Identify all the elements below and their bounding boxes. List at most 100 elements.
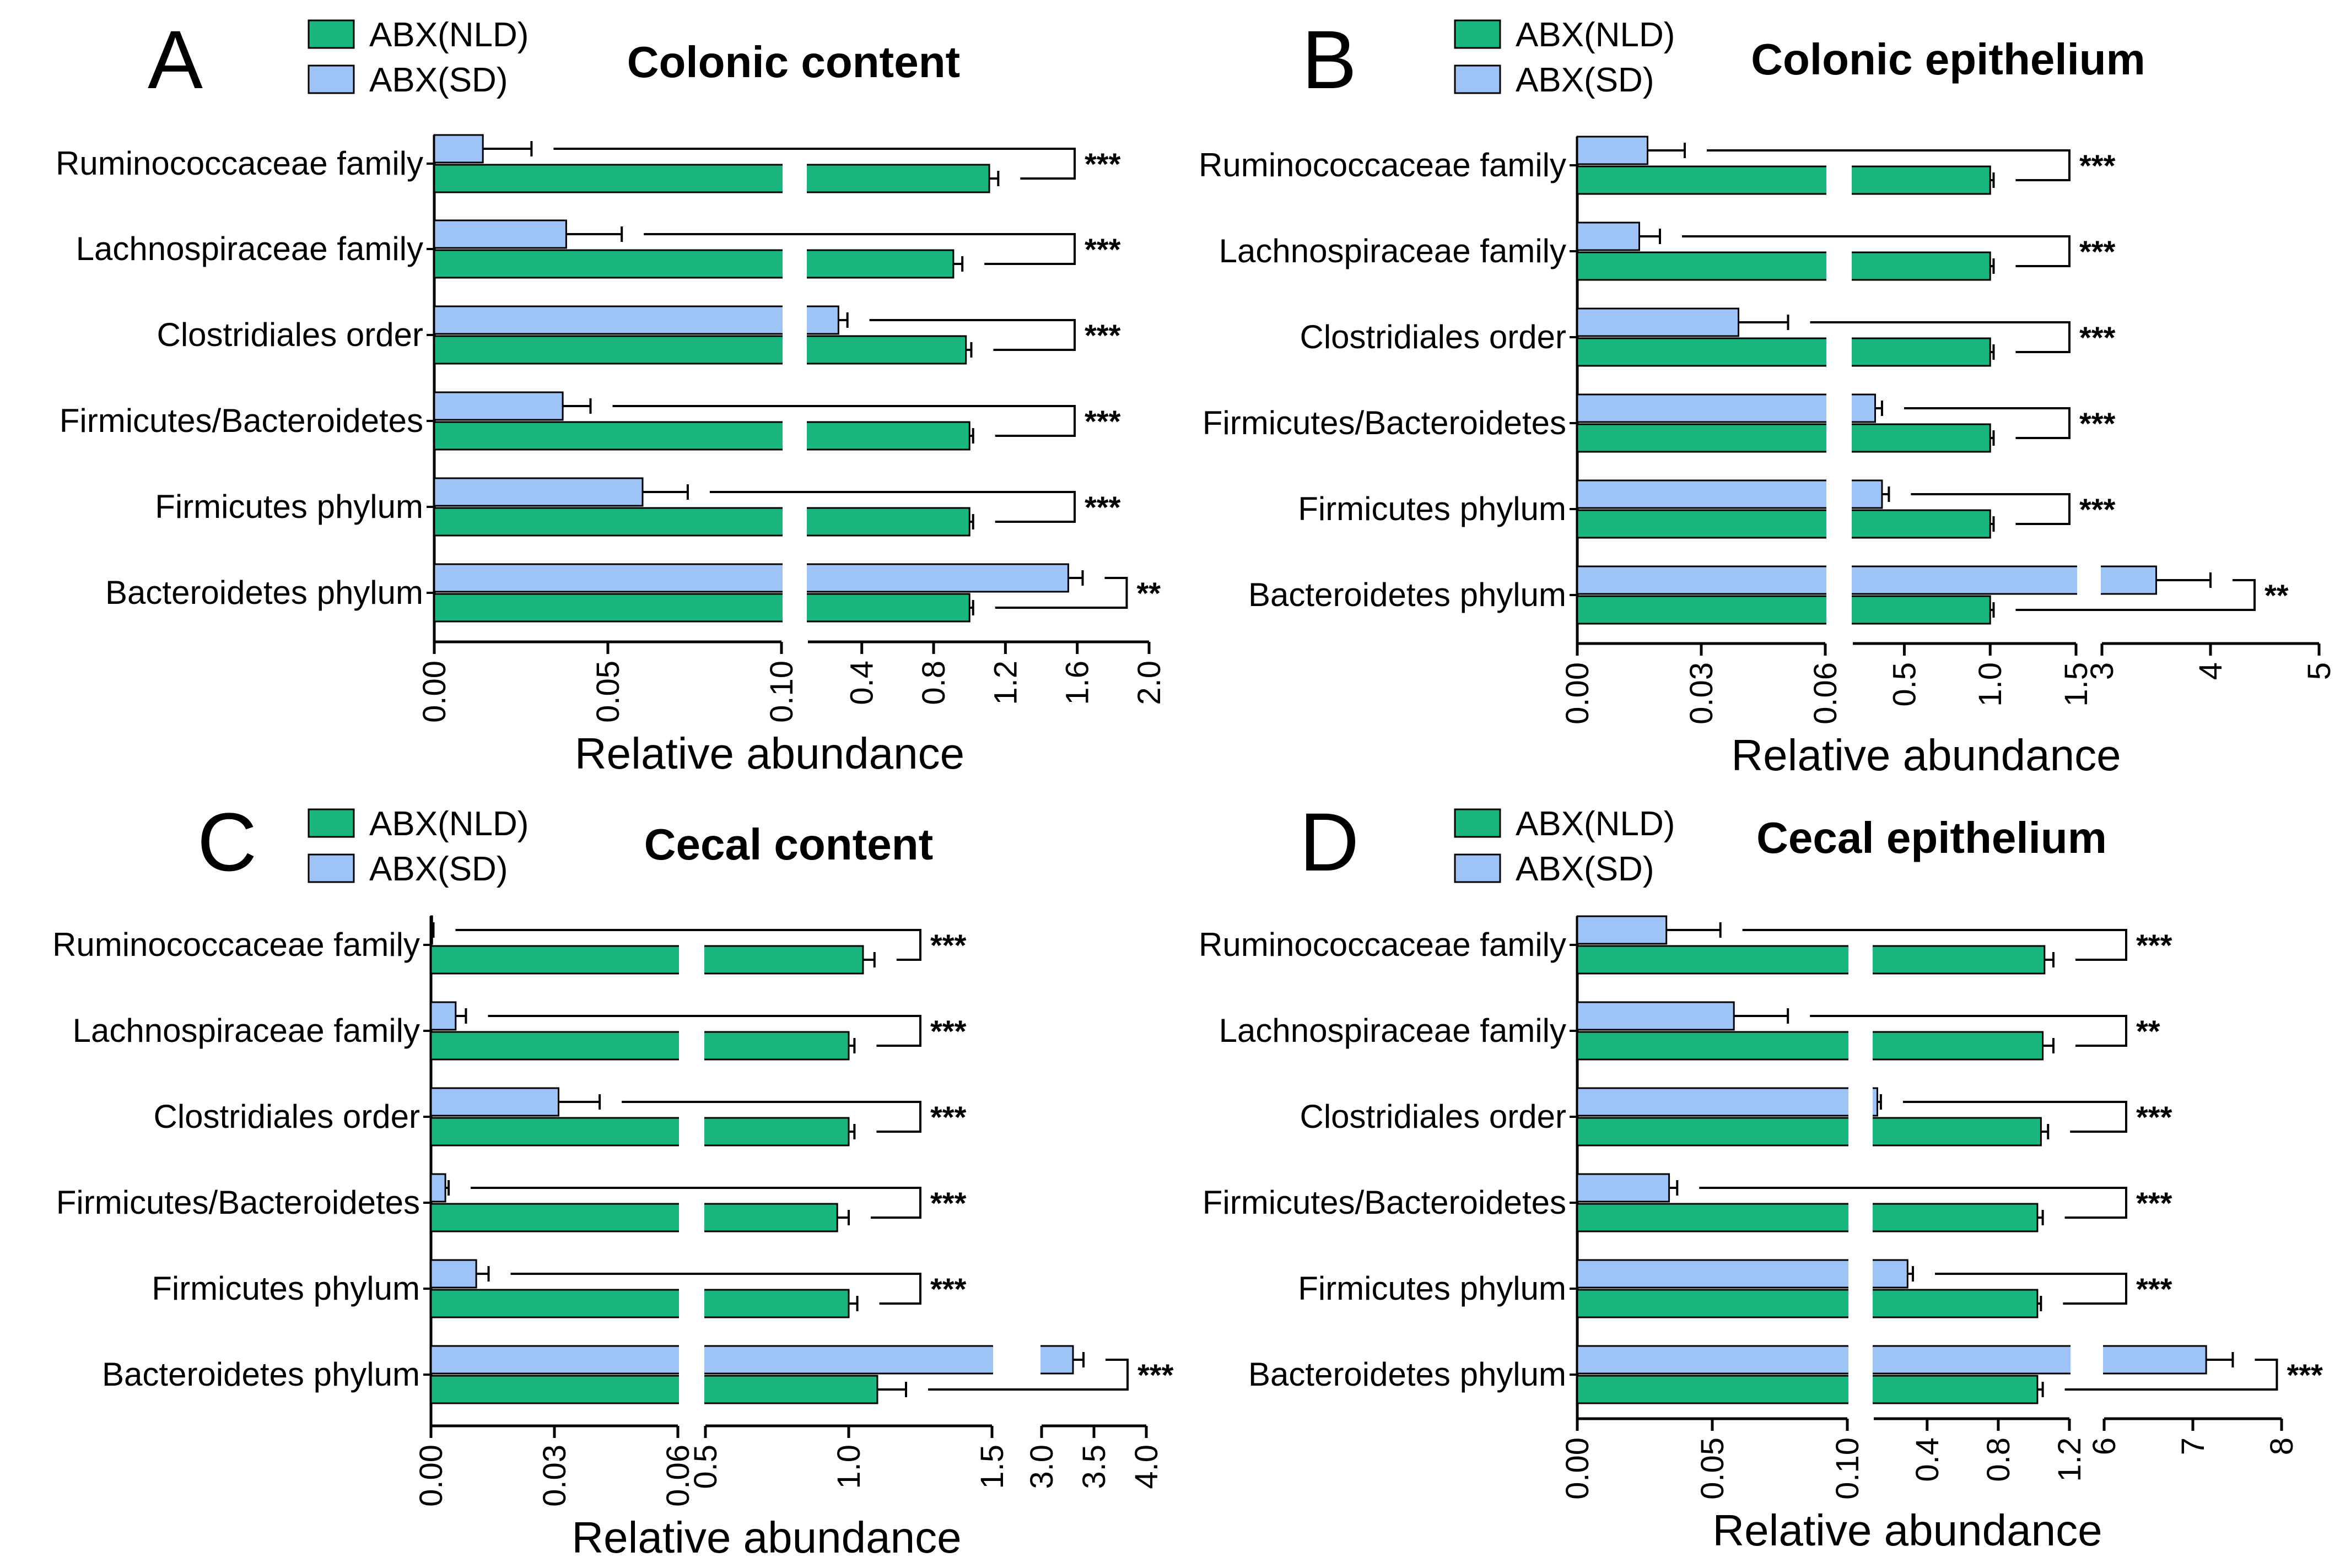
legend: ABX(NLD) ABX(SD) xyxy=(1454,805,1675,888)
x-axis-segment: 0.00 0.05 0.10 xyxy=(1560,1417,1865,1500)
significance-marker: ** xyxy=(2136,1014,2160,1048)
significance-marker: *** xyxy=(930,928,967,963)
bracket-line xyxy=(612,405,1076,437)
bar-sd xyxy=(1576,307,1739,337)
panel-letter: C xyxy=(197,796,257,888)
x-tick-label: 3.0 xyxy=(1024,1445,1060,1489)
bracket-line xyxy=(455,929,921,961)
significance-bracket: *** xyxy=(455,928,967,963)
x-axis-label: Relative abundance xyxy=(1731,731,2121,780)
x-tick-label: 0.03 xyxy=(1684,662,1719,724)
bar-sd xyxy=(1576,221,1640,251)
bar-nld xyxy=(1576,251,1991,281)
bar-sd xyxy=(433,391,564,421)
bar-sd xyxy=(1576,1345,2207,1375)
legend: ABX(NLD) ABX(SD) xyxy=(308,16,529,99)
x-tick-label: 7 xyxy=(2175,1437,2211,1455)
legend-label-nld: ABX(NLD) xyxy=(369,805,529,843)
legend-label-sd: ABX(SD) xyxy=(1516,61,1654,99)
significance-marker: ** xyxy=(1136,576,1161,610)
bar-nld xyxy=(1576,337,1991,367)
bracket-line xyxy=(1742,929,2127,961)
x-tick-label: 0.06 xyxy=(1808,662,1843,724)
bar-sd xyxy=(430,1259,477,1289)
x-tick-label: 1.5 xyxy=(2058,662,2094,707)
legend-swatch-nld xyxy=(1454,808,1501,838)
x-tick-label: 1.2 xyxy=(988,661,1023,705)
bar-sd xyxy=(1576,565,2157,595)
bracket-line xyxy=(2064,1359,2278,1391)
x-tick-label: 0.4 xyxy=(1910,1437,1945,1482)
bar-nld xyxy=(430,1375,878,1404)
x-tick-label: 0.5 xyxy=(1886,662,1922,707)
significance-marker: *** xyxy=(930,1100,967,1134)
x-axis-segment: 0.5 1.0 1.5 xyxy=(1853,642,2094,707)
x-tick-label: 1.6 xyxy=(1060,661,1096,705)
category-label: Lachnospiraceae family xyxy=(1219,233,1566,269)
bar-nld xyxy=(1576,509,1991,539)
significance-bracket: *** xyxy=(928,1358,1174,1392)
category-label: Ruminococcaceae family xyxy=(56,145,423,182)
panel-d: D Cecal epithelium ABX(NLD) ABX(SD) Ruminoco… xyxy=(1199,796,2323,1555)
bar-nld xyxy=(430,1203,838,1232)
bracket-line xyxy=(510,1273,921,1305)
significance-bracket: *** xyxy=(1742,928,2172,963)
x-axis-label: Relative abundance xyxy=(575,729,964,778)
axis-break-gap xyxy=(2077,131,2101,641)
significance-bracket: *** xyxy=(612,404,1121,439)
category-label: Lachnospiraceae family xyxy=(73,1012,420,1049)
x-axis-segment: 0.00 0.05 0.10 xyxy=(417,640,800,723)
bar-nld xyxy=(430,1289,850,1318)
significance-bracket: *** xyxy=(1810,320,2116,355)
legend-swatch-sd xyxy=(308,853,355,883)
bracket-line xyxy=(488,1015,921,1047)
bar-nld xyxy=(430,1117,850,1147)
bar-nld xyxy=(433,593,970,623)
x-tick-label: 0.8 xyxy=(1981,1437,2017,1482)
significance-marker: *** xyxy=(930,1014,967,1048)
significance-bracket: *** xyxy=(553,147,1121,181)
bar-nld xyxy=(433,507,970,537)
bar-nld xyxy=(1576,945,2046,975)
bar-sd xyxy=(430,915,433,945)
category-label: Bacteroidetes phylum xyxy=(105,574,423,611)
x-axis-segment: 0.4 0.8 1.2 1.6 2.0 xyxy=(808,640,1167,705)
significance-bracket: *** xyxy=(869,318,1121,353)
bars xyxy=(1576,136,2212,625)
bar-nld xyxy=(1576,1375,2039,1404)
bar-nld xyxy=(1576,165,1991,195)
bracket-line xyxy=(2015,579,2256,611)
category-label: Bacteroidetes phylum xyxy=(1248,1356,1566,1393)
legend-label-sd: ABX(SD) xyxy=(369,61,508,99)
x-tick-label: 3.5 xyxy=(1076,1445,1112,1489)
significance-bracket: *** xyxy=(510,1272,967,1306)
x-tick-label: 3 xyxy=(2084,662,2120,680)
bar-nld xyxy=(433,421,970,451)
x-tick-label: 1.2 xyxy=(2052,1437,2088,1482)
axis-break-gap xyxy=(1826,131,1852,641)
significance-marker: *** xyxy=(1085,147,1121,181)
bracket-line xyxy=(1707,149,2071,181)
category-label: Lachnospiraceae family xyxy=(1219,1012,1566,1049)
bracket-line xyxy=(1699,1187,2127,1219)
legend-swatch-nld xyxy=(308,808,355,838)
significance-bracket: *** xyxy=(644,232,1121,267)
bar-nld xyxy=(1576,1031,2044,1061)
bar-sd xyxy=(430,1087,559,1117)
x-axis-segment: 6 7 8 xyxy=(2086,1417,2300,1455)
bracket-line xyxy=(622,1101,921,1133)
bar-nld xyxy=(1576,1117,2042,1147)
bar-nld xyxy=(1576,595,1991,625)
x-tick-label: 0.4 xyxy=(844,661,880,705)
x-tick-label: 0.00 xyxy=(413,1445,449,1507)
category-label: Bacteroidetes phylum xyxy=(102,1356,420,1393)
bracket-line xyxy=(1902,1101,2127,1133)
category-label: Bacteroidetes phylum xyxy=(1248,576,1566,613)
x-tick-label: 4.0 xyxy=(1129,1445,1164,1489)
bar-nld xyxy=(430,945,864,975)
significance-marker: *** xyxy=(930,1186,967,1220)
bracket-line xyxy=(928,1359,1129,1391)
significance-bracket: ** xyxy=(2015,578,2289,613)
x-tick-label: 1.0 xyxy=(1972,662,2008,707)
bar-nld xyxy=(430,1031,850,1061)
